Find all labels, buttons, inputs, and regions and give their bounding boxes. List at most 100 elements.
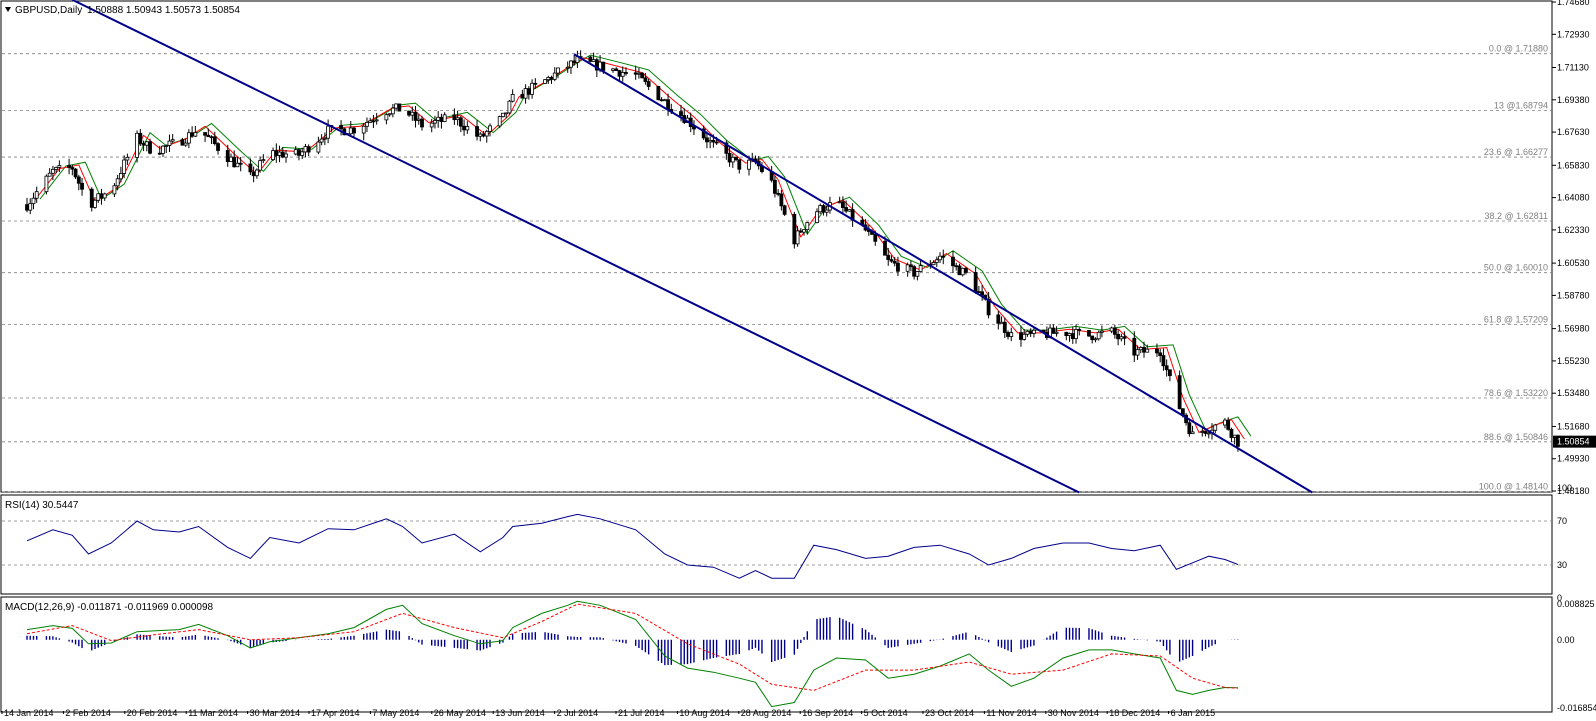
price-axis-label: 1.72930: [1557, 29, 1590, 39]
candle-body: [889, 259, 894, 262]
candle-body: [93, 199, 97, 208]
candle-body: [410, 111, 415, 116]
candle-body: [1109, 327, 1114, 332]
candle-body: [280, 151, 285, 158]
channel-upper-line: [573, 53, 1313, 494]
candle-body: [957, 265, 962, 276]
price-axis-label: 1.69380: [1557, 95, 1590, 105]
candle-body: [873, 234, 878, 242]
candle-body: [1213, 424, 1218, 431]
candle-body: [507, 100, 512, 114]
candle-body: [591, 59, 596, 62]
candle-body: [322, 137, 327, 140]
candle-body: [465, 126, 470, 131]
candle-body: [692, 126, 696, 130]
candle-body: [1112, 327, 1117, 335]
trend-channel[interactable]: [71, 0, 1313, 494]
candle-body: [523, 88, 528, 99]
candle-body: [1135, 349, 1140, 356]
candle-body: [1025, 330, 1030, 335]
candle-body: [51, 168, 55, 174]
candle-body: [1145, 348, 1150, 353]
rsi-axis-label: 0: [1557, 593, 1562, 603]
candle-body: [646, 81, 651, 87]
candle-body: [565, 66, 570, 69]
candle-body: [1116, 333, 1121, 340]
candle-body: [1009, 332, 1014, 337]
candle-body: [951, 256, 955, 267]
candle-body: [844, 207, 849, 212]
candle-body: [543, 79, 547, 84]
candle-body: [779, 193, 784, 207]
macd-line: [26, 600, 1238, 708]
candle-body: [1200, 431, 1205, 433]
candle-body: [737, 159, 742, 170]
date-axis-label: 14 Jan 2014: [4, 708, 54, 718]
candle-body: [190, 132, 195, 137]
fib-level-label: 38.2 @ 1.62811: [1484, 211, 1548, 221]
candle-body: [439, 116, 444, 122]
candle-body: [238, 162, 243, 165]
price-axis-label: 1.49930: [1557, 454, 1590, 464]
candle-body: [973, 272, 978, 293]
date-axis-label: 30 Nov 2014: [1048, 708, 1099, 718]
candle-body: [371, 120, 376, 123]
date-axis-label: 11 Mar 2014: [188, 708, 238, 718]
fib-level-label: 23.6 @ 1.66277: [1484, 147, 1548, 157]
candle-body: [773, 179, 777, 194]
candle-body: [1158, 352, 1163, 356]
fib-level-label: 78.6 @ 1.53220: [1484, 388, 1548, 398]
price-axis-label: 1.60530: [1557, 258, 1590, 268]
triangle-down-icon[interactable]: [5, 7, 11, 12]
date-axis-label: 18 Dec 2014: [1109, 708, 1160, 718]
candle-body: [1077, 329, 1082, 331]
candle-body: [892, 260, 897, 264]
candle-body: [815, 211, 819, 223]
candle-body: [1223, 419, 1227, 426]
candle-body: [478, 133, 483, 137]
date-axis-label: 16 Sep 2014: [802, 708, 853, 718]
candle-body: [316, 141, 321, 153]
fib-level-label: 88.6 @ 1.50846: [1484, 432, 1548, 442]
candle-body: [365, 122, 369, 127]
candle-body: [666, 99, 670, 110]
candle-body: [798, 230, 803, 233]
candle-body: [274, 150, 279, 156]
candle-body: [662, 99, 667, 102]
candle-body: [617, 70, 622, 77]
price-panel-frame: [0, 0, 1553, 493]
candle-body: [394, 103, 398, 109]
candle-body: [248, 163, 253, 173]
candle-body: [484, 130, 489, 137]
candle-body: [1177, 375, 1182, 410]
candle-body: [708, 139, 713, 143]
candle-body: [1064, 331, 1069, 336]
current-price-label: 1.50854: [1557, 437, 1590, 447]
candle-body: [640, 72, 645, 79]
candle-body: [96, 193, 101, 201]
candle-body: [724, 142, 729, 154]
symbol-label: GBPUSD,Daily: [15, 5, 82, 16]
candle-body: [70, 167, 75, 170]
candle-body: [225, 150, 230, 162]
price-axis-label: 1.55230: [1557, 356, 1590, 366]
candle-body: [300, 151, 305, 156]
candle-body: [1155, 348, 1159, 354]
candle-body: [254, 169, 259, 177]
date-axis-label: 11 Nov 2014: [986, 708, 1036, 718]
candle-body: [34, 191, 39, 199]
price-axis-label: 1.71130: [1557, 63, 1589, 73]
candle-body: [1138, 347, 1143, 351]
candle-body: [148, 141, 152, 154]
macd-signal-line: [26, 603, 1238, 691]
date-axis-label: 2 Feb 2014: [65, 708, 111, 718]
date-axis-label: 17 Apr 2014: [311, 708, 360, 718]
candle-body: [611, 68, 615, 71]
candle-body: [730, 156, 735, 163]
candle-body: [1190, 431, 1195, 435]
price-axis-label: 1.74680: [1557, 0, 1590, 7]
candle-body: [180, 139, 185, 146]
rsi-axis-label: 100: [1557, 483, 1572, 493]
